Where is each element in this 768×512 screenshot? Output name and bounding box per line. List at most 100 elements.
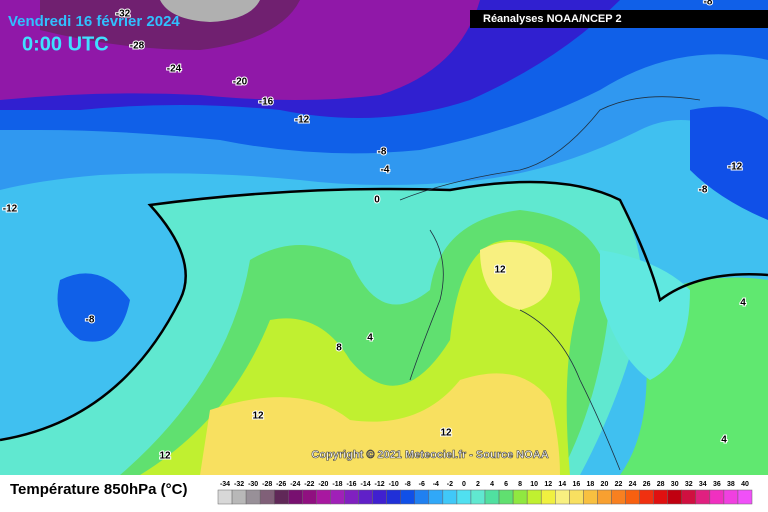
legend-tick-label: 18 xyxy=(586,481,594,488)
legend-swatch xyxy=(597,489,612,505)
legend-tick-label: 4 xyxy=(490,481,494,488)
legend-tick-label: -4 xyxy=(433,481,439,488)
date: Vendredi 16 février 2024 xyxy=(8,13,180,30)
legend-swatch xyxy=(273,489,289,505)
source-text: Réanalyses NOAA/NCEP 2 xyxy=(483,13,622,25)
legend-tick-label: 26 xyxy=(643,481,651,488)
legend-tick-label: 12 xyxy=(544,481,552,488)
legend-swatch xyxy=(723,489,739,505)
legend-swatch xyxy=(569,489,584,505)
legend-swatch xyxy=(456,489,472,505)
legend-swatch xyxy=(681,489,697,505)
contour-label: 0 xyxy=(374,195,380,206)
legend-tick-label: -26 xyxy=(276,481,286,488)
contour-label: -8 xyxy=(86,315,95,326)
legend-tick-label: -34 xyxy=(220,481,230,488)
legend-swatch xyxy=(231,489,247,505)
legend-swatch xyxy=(526,489,542,505)
legend-tick-label: -6 xyxy=(419,481,425,488)
legend-tick-label: 40 xyxy=(741,481,749,488)
source-box xyxy=(470,10,768,28)
legend-tick-label: -18 xyxy=(332,481,342,488)
legend-swatch xyxy=(583,489,598,505)
legend-swatch xyxy=(512,489,528,505)
legend-swatch xyxy=(625,489,640,505)
legend-swatch xyxy=(330,489,345,505)
legend-swatch xyxy=(245,489,261,505)
legend-tick-label: 8 xyxy=(518,481,522,488)
legend-tick-label: 32 xyxy=(685,481,693,488)
contour-label: -8 xyxy=(699,185,708,196)
legend-swatch xyxy=(302,489,317,505)
contour-label: 12 xyxy=(440,428,452,439)
legend-swatch xyxy=(470,489,486,505)
legend-swatch xyxy=(737,489,753,505)
legend-tick-label: 14 xyxy=(558,481,566,488)
zero-isotherm xyxy=(0,180,768,442)
legend-swatch xyxy=(400,489,415,505)
contour-label: -12 xyxy=(295,115,310,126)
mild-zone xyxy=(600,250,690,380)
legend-tick-label: -12 xyxy=(375,481,385,488)
legend-swatch xyxy=(653,489,668,505)
legend-tick-label: -28 xyxy=(262,481,272,488)
contour-label: 12 xyxy=(494,265,506,276)
contour-label: -12 xyxy=(728,162,743,173)
contour-label: 4 xyxy=(740,298,746,309)
legend-swatch xyxy=(316,489,331,505)
legend-tick-label: -32 xyxy=(234,481,244,488)
contour-label: 4 xyxy=(721,435,727,446)
contour-label: 4 xyxy=(367,333,373,344)
legend-swatch xyxy=(259,489,275,505)
legend-tick-label: 24 xyxy=(629,481,637,488)
legend-tick-label: 34 xyxy=(699,481,707,488)
cold-zone xyxy=(57,273,130,342)
legend-swatch xyxy=(639,489,654,505)
legend-tick-label: 2 xyxy=(476,481,480,488)
copyright: Copyright © 2021 Meteociel.fr - Source N… xyxy=(311,449,548,461)
legend-swatch xyxy=(414,489,430,505)
legend-swatch xyxy=(288,489,303,505)
legend-tick-label: -22 xyxy=(304,481,314,488)
legend-tick-label: -20 xyxy=(318,481,328,488)
legend-tick-label: -8 xyxy=(405,481,411,488)
legend-swatch xyxy=(217,489,233,505)
legend-tick-label: -2 xyxy=(447,481,453,488)
contour-label: -8 xyxy=(378,147,387,158)
legend-swatch xyxy=(709,489,725,505)
legend-swatch xyxy=(358,489,373,505)
legend-tick-label: 22 xyxy=(615,481,623,488)
legend-swatch xyxy=(484,489,500,505)
legend-swatch xyxy=(540,489,556,505)
legend-tick-label: -24 xyxy=(290,481,300,488)
contour-label: -4 xyxy=(381,165,390,176)
legend-swatch xyxy=(498,489,514,505)
legend-swatch xyxy=(442,489,458,505)
warm-zone xyxy=(200,373,560,475)
contour-label: -8 xyxy=(704,0,713,8)
legend-tick-label: 28 xyxy=(657,481,665,488)
legend-tick-label: 30 xyxy=(671,481,679,488)
legend-tick-label: -14 xyxy=(360,481,370,488)
legend-swatch xyxy=(611,489,626,505)
legend-tick-label: 38 xyxy=(727,481,735,488)
contour-label: 12 xyxy=(159,451,171,462)
legend-tick-label: 36 xyxy=(713,481,721,488)
legend-tick-label: -16 xyxy=(346,481,356,488)
legend-swatch xyxy=(372,489,387,505)
legend-tick-label: 0 xyxy=(462,481,466,488)
contour-label: -16 xyxy=(259,97,274,108)
cold-zone xyxy=(690,106,768,220)
legend-tick-label: 10 xyxy=(530,481,538,488)
legend-swatch xyxy=(555,489,570,505)
warm-zone xyxy=(480,242,552,310)
legend-tick-label: -10 xyxy=(389,481,399,488)
legend-swatch xyxy=(386,489,401,505)
legend-tick-label: -30 xyxy=(248,481,258,488)
coastline xyxy=(399,96,701,471)
legend-swatch xyxy=(344,489,359,505)
legend-tick-label: 16 xyxy=(572,481,580,488)
contour-label: 12 xyxy=(252,411,264,422)
cold-zone xyxy=(160,0,260,22)
legend-swatch xyxy=(428,489,444,505)
